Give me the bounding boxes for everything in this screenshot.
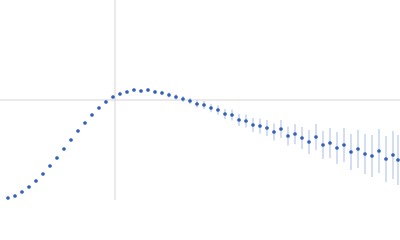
data-point bbox=[174, 95, 178, 99]
data-point bbox=[335, 146, 339, 150]
data-point bbox=[181, 97, 185, 101]
data-point bbox=[104, 100, 108, 104]
data-point bbox=[90, 113, 94, 117]
data-point bbox=[265, 126, 269, 130]
data-point bbox=[97, 106, 101, 110]
data-point bbox=[377, 149, 381, 153]
data-point bbox=[370, 154, 374, 158]
data-point bbox=[167, 93, 171, 97]
data-point bbox=[125, 90, 129, 94]
data-point bbox=[342, 143, 346, 147]
data-point bbox=[139, 89, 143, 93]
chart bbox=[0, 0, 400, 200]
data-point bbox=[6, 196, 10, 200]
data-point bbox=[41, 172, 45, 176]
data-point bbox=[160, 91, 164, 95]
data-point bbox=[76, 129, 80, 133]
data-point bbox=[251, 123, 255, 127]
data-point bbox=[349, 150, 353, 154]
data-point bbox=[209, 106, 213, 110]
data-point bbox=[396, 158, 400, 162]
data-point bbox=[27, 185, 31, 189]
data-point bbox=[286, 134, 290, 138]
data-point bbox=[216, 108, 220, 112]
data-point bbox=[300, 136, 304, 140]
data-point bbox=[307, 140, 311, 144]
data-point bbox=[62, 147, 66, 151]
data-point bbox=[34, 179, 38, 183]
data-point bbox=[328, 141, 332, 145]
data-point bbox=[356, 147, 360, 151]
data-point bbox=[272, 130, 276, 134]
data-point bbox=[363, 152, 367, 156]
data-point bbox=[293, 132, 297, 136]
data-point bbox=[83, 121, 87, 125]
data-point bbox=[223, 112, 227, 116]
data-point bbox=[20, 190, 24, 194]
data-point bbox=[48, 164, 52, 168]
data-point bbox=[391, 153, 395, 157]
data-point bbox=[202, 103, 206, 107]
data-point bbox=[188, 99, 192, 103]
data-point bbox=[55, 156, 59, 160]
data-point bbox=[111, 95, 115, 99]
data-point bbox=[244, 119, 248, 123]
data-point bbox=[230, 113, 234, 117]
data-point bbox=[279, 127, 283, 131]
data-point bbox=[314, 135, 318, 139]
data-point bbox=[69, 138, 73, 142]
data-point bbox=[384, 157, 388, 161]
data-point bbox=[321, 143, 325, 147]
data-point bbox=[258, 124, 262, 128]
data-point bbox=[132, 88, 136, 92]
data-point bbox=[195, 102, 199, 106]
data-point bbox=[153, 90, 157, 94]
data-point bbox=[237, 118, 241, 122]
data-point bbox=[13, 194, 17, 198]
data-point bbox=[118, 92, 122, 96]
data-point bbox=[146, 88, 150, 92]
